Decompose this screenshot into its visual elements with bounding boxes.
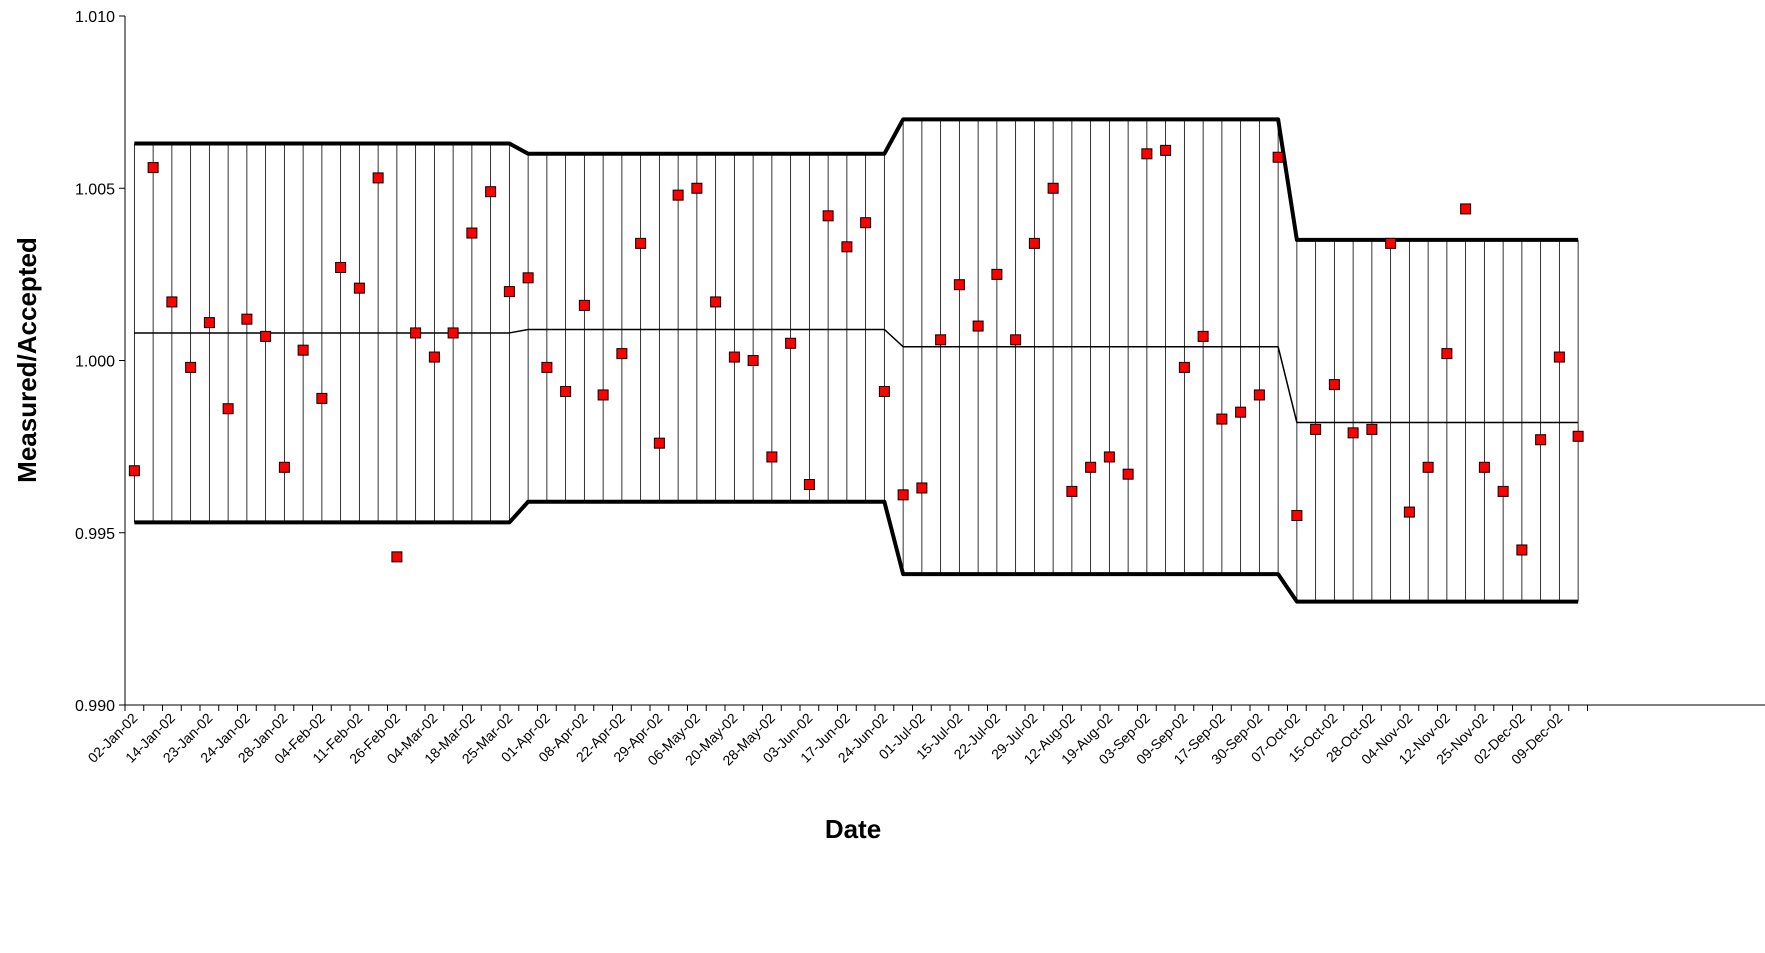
data-point: [485, 186, 497, 198]
upper-limit-line: [134, 117, 1579, 242]
data-point: [335, 261, 347, 273]
data-point: [1441, 348, 1453, 360]
data-point: [691, 182, 703, 194]
data-point: [1010, 334, 1022, 346]
data-point: [635, 237, 647, 249]
data-point: [1178, 361, 1190, 373]
data-point: [203, 317, 215, 329]
data-point: [616, 348, 628, 360]
data-point: [972, 320, 984, 332]
data-point: [1403, 506, 1415, 518]
data-point: [953, 279, 965, 291]
data-point: [578, 299, 590, 311]
data-point: [410, 327, 422, 339]
data-point: [166, 296, 178, 308]
data-point: [147, 162, 159, 174]
data-markers: [128, 144, 1584, 563]
data-point: [935, 334, 947, 346]
data-point: [822, 210, 834, 222]
data-point: [1028, 237, 1040, 249]
data-point: [860, 217, 872, 229]
data-point: [1103, 451, 1115, 463]
data-point: [428, 351, 440, 363]
data-point: [522, 272, 534, 284]
x-axis-title: Date: [825, 814, 881, 844]
data-point: [353, 282, 365, 294]
data-point: [278, 461, 290, 473]
x-axis-ticks: 02-Jan-0214-Jan-0223-Jan-0224-Jan-0228-J…: [85, 705, 1588, 768]
data-point: [391, 551, 403, 563]
data-point: [1291, 510, 1303, 522]
data-point: [1066, 485, 1078, 497]
data-point: [1272, 151, 1284, 163]
data-point: [878, 386, 890, 398]
data-point: [128, 465, 140, 477]
data-point: [1310, 423, 1322, 435]
limit-lines: [134, 117, 1579, 604]
y-axis-ticks: 1.010 1.005 1.000 0.995 0.990: [75, 9, 125, 715]
data-point: [991, 268, 1003, 280]
y-tick-label: 1.010: [75, 9, 115, 26]
data-point: [1197, 330, 1209, 342]
data-point: [897, 489, 909, 501]
data-point: [447, 327, 459, 339]
data-point: [1047, 182, 1059, 194]
data-point: [785, 337, 797, 349]
data-point: [597, 389, 609, 401]
data-point: [1572, 430, 1584, 442]
data-point: [372, 172, 384, 184]
data-point: [1216, 413, 1228, 425]
data-point: [803, 479, 815, 491]
data-point: [653, 437, 665, 449]
data-point: [466, 227, 478, 239]
data-point: [747, 355, 759, 366]
data-point: [672, 189, 684, 201]
data-point: [1478, 461, 1490, 473]
data-point: [916, 482, 928, 494]
data-point: [1122, 468, 1134, 480]
data-point: [1516, 544, 1528, 556]
data-point: [1328, 379, 1340, 391]
data-point: [1422, 461, 1434, 473]
data-point: [1253, 389, 1265, 401]
y-tick-label: 0.990: [75, 698, 115, 715]
data-point: [541, 361, 553, 373]
y-axis-title: Measured/Accepted: [12, 237, 42, 483]
data-point: [1385, 237, 1397, 249]
y-tick-label: 0.995: [75, 526, 115, 543]
data-point: [1085, 461, 1097, 473]
data-point: [1347, 427, 1359, 439]
data-point: [560, 386, 572, 398]
limit-band-hatching: [133, 119, 1579, 602]
data-point: [1160, 144, 1172, 156]
data-point: [241, 313, 253, 325]
data-point: [503, 286, 515, 298]
y-tick-label: 1.000: [75, 354, 115, 371]
data-point: [297, 344, 309, 356]
data-point: [222, 403, 234, 415]
data-point: [1366, 423, 1378, 435]
mean-line: [134, 328, 1579, 424]
data-point: [1141, 148, 1153, 160]
y-tick-label: 1.005: [75, 181, 115, 198]
data-point: [1535, 434, 1547, 446]
data-point: [1497, 485, 1509, 497]
data-point: [316, 392, 328, 404]
data-point: [1553, 351, 1565, 363]
data-point: [260, 330, 272, 342]
lower-limit-line: [134, 499, 1579, 604]
data-point: [728, 351, 740, 363]
data-point: [1460, 203, 1472, 215]
data-point: [766, 451, 778, 463]
data-point: [185, 361, 197, 373]
data-point: [841, 241, 853, 253]
data-point: [710, 296, 722, 308]
data-point: [1235, 406, 1247, 418]
